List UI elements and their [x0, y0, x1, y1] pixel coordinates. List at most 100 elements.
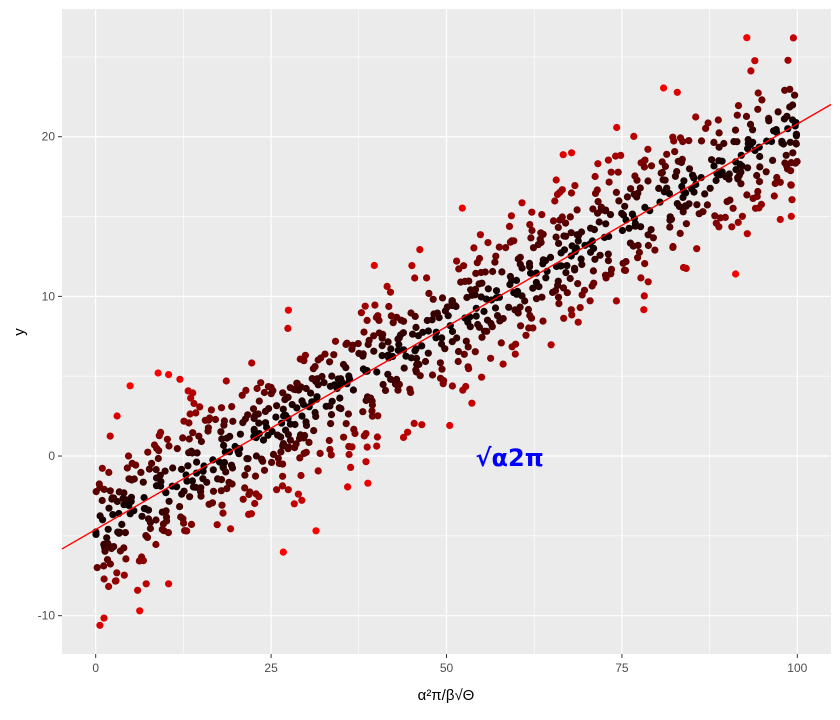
data-point	[480, 327, 489, 335]
data-point	[588, 282, 596, 290]
data-point	[177, 465, 186, 473]
data-point	[103, 534, 111, 542]
data-point	[651, 246, 659, 254]
data-point	[190, 399, 198, 408]
data-point	[244, 411, 252, 419]
data-point	[180, 487, 188, 495]
data-point	[438, 294, 447, 302]
data-point	[641, 156, 649, 164]
data-point	[555, 300, 563, 308]
data-point	[471, 285, 480, 293]
data-point	[354, 340, 362, 348]
data-point	[165, 371, 173, 379]
data-point	[528, 226, 536, 235]
y-tick-label: -10	[38, 609, 56, 623]
data-point	[433, 309, 441, 317]
data-point	[634, 241, 642, 249]
data-point	[788, 196, 796, 204]
data-point	[123, 464, 131, 472]
data-point	[658, 168, 667, 177]
data-point	[448, 327, 457, 336]
data-point	[612, 188, 621, 196]
data-point	[163, 435, 171, 443]
data-point	[373, 442, 381, 450]
data-point	[644, 145, 652, 153]
data-point	[228, 480, 236, 488]
data-point	[110, 543, 118, 551]
data-point	[217, 404, 226, 412]
data-point	[620, 266, 629, 274]
data-point	[247, 510, 255, 518]
data-point	[185, 419, 193, 427]
data-point	[340, 433, 348, 441]
data-point	[557, 262, 565, 270]
data-point	[236, 430, 244, 438]
data-point	[484, 285, 492, 293]
data-point	[165, 497, 173, 505]
data-point	[703, 201, 712, 209]
data-point	[359, 408, 367, 416]
data-point	[217, 476, 226, 484]
data-point	[516, 253, 524, 261]
data-point	[618, 226, 627, 235]
data-point	[331, 337, 340, 345]
data-point	[623, 193, 632, 201]
data-point	[577, 255, 585, 263]
data-point	[778, 139, 786, 147]
data-point	[373, 433, 381, 441]
data-point	[612, 297, 621, 305]
data-point	[558, 213, 566, 221]
data-point	[325, 436, 333, 445]
data-point	[208, 499, 217, 507]
data-point	[429, 295, 437, 303]
data-point	[511, 306, 519, 314]
data-point	[389, 319, 397, 327]
data-point	[142, 580, 150, 588]
data-point	[298, 412, 306, 420]
data-point	[241, 484, 249, 492]
data-point	[295, 386, 303, 394]
data-point	[574, 318, 582, 326]
data-point	[511, 350, 519, 358]
data-point	[695, 210, 703, 218]
data-point	[660, 84, 668, 92]
data-point	[562, 269, 570, 277]
data-point	[134, 586, 142, 594]
data-point	[371, 301, 379, 309]
data-point	[492, 287, 501, 295]
data-point	[223, 434, 231, 442]
data-point	[152, 466, 160, 474]
data-point	[631, 222, 639, 230]
data-point	[476, 231, 484, 239]
data-point	[416, 372, 424, 380]
data-point	[568, 311, 576, 319]
data-point	[162, 507, 170, 515]
data-point	[406, 385, 414, 393]
data-point	[101, 547, 109, 555]
data-point	[512, 276, 521, 284]
data-point	[732, 270, 740, 278]
data-point	[137, 468, 145, 476]
data-point	[146, 518, 154, 527]
data-point	[326, 382, 334, 390]
data-point	[397, 316, 405, 324]
data-point	[136, 607, 144, 615]
data-point	[440, 377, 448, 385]
data-point	[218, 501, 226, 509]
data-point	[128, 459, 136, 467]
data-point	[161, 467, 169, 475]
data-point	[222, 468, 230, 476]
data-point	[612, 152, 620, 160]
data-point	[316, 449, 324, 457]
data-point	[279, 548, 287, 556]
data-point	[121, 529, 129, 537]
data-point	[507, 212, 515, 220]
data-point	[722, 173, 730, 181]
data-point	[601, 207, 610, 215]
data-point	[604, 156, 613, 164]
data-point	[165, 580, 173, 588]
data-point	[370, 332, 378, 340]
data-point	[337, 375, 345, 383]
data-point	[578, 260, 586, 269]
